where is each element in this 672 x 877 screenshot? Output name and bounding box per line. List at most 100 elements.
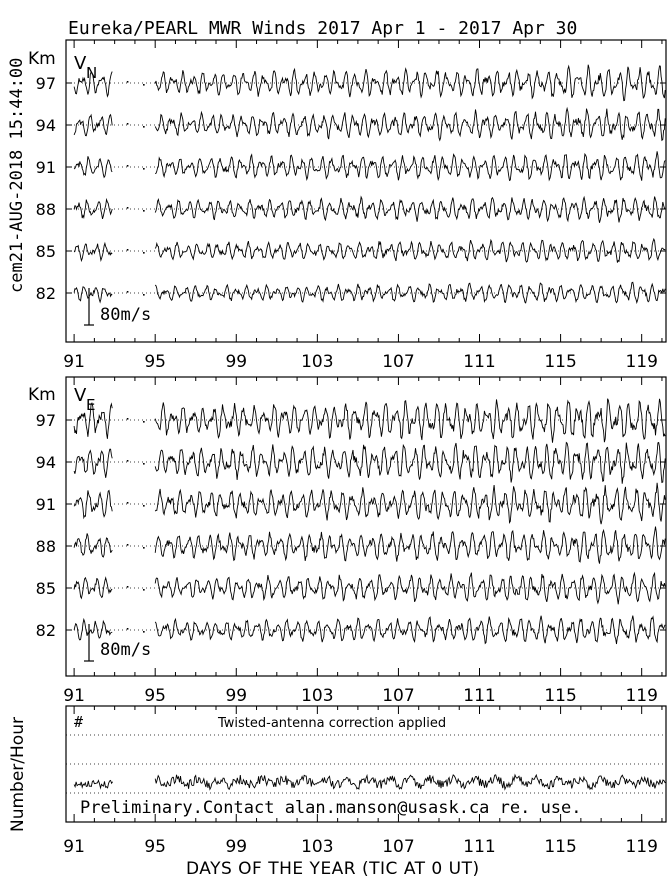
vn-trace-dot-85-0 [126,249,129,251]
ve-trace-dot-91-1 [143,505,145,507]
ve-trace-94-a [73,448,113,478]
vn-height-label-91: 91 [36,158,56,177]
xtick-label-2-99: 99 [225,837,247,857]
panel-vn-scale-label: 80m/s [100,305,151,325]
xtick-label-0-95: 95 [144,352,166,372]
panel-ve-unit: Km [28,385,56,405]
xtick-label-1-99: 99 [225,686,247,706]
ve-trace-dot-94-1 [143,463,145,465]
xtick-label-2-91: 91 [63,837,85,857]
xtick-label-1-119: 119 [625,686,657,706]
xtick-label-1-107: 107 [382,686,414,706]
xtick-label-2-119: 119 [625,837,657,857]
vn-trace-dot-85-1 [143,252,145,254]
ve-trace-97-b [154,398,666,443]
wind-traces [73,64,667,791]
panel-vn-component: V [74,53,87,74]
xtick-label-0-111: 111 [463,352,495,372]
ve-trace-91-a [73,489,113,520]
ve-trace-dot-91-0 [126,502,129,504]
vn-height-label-97: 97 [36,74,56,93]
vn-trace-94-b [154,106,666,142]
xtick-label-0-103: 103 [301,352,333,372]
count-panel-mark: # [74,713,83,731]
vn-trace-dot-94-0 [126,123,129,125]
ve-trace-82-b [154,615,666,645]
ve-trace-85-b [154,571,666,605]
count-trace-a [73,779,113,790]
xtick-label-2-115: 115 [544,837,576,857]
vn-height-label-88: 88 [36,200,56,219]
xtick-label-1-115: 115 [544,686,576,706]
xtick-label-2-107: 107 [382,837,414,857]
ve-height-label-85: 85 [36,579,56,598]
vn-trace-88-b [154,195,666,223]
xtick-label-2-111: 111 [463,837,495,857]
footer-contact: Preliminary.Contact alan.manson@usask.ca… [80,798,582,818]
vn-trace-dot-82-0 [126,291,129,293]
chart-title: Eureka/PEARL MWR Winds 2017 Apr 1 - 2017… [68,18,577,39]
xtick-label-1-103: 103 [301,686,333,706]
ve-height-label-97: 97 [36,411,56,430]
ve-trace-dot-85-0 [126,586,129,588]
count-panel-ylabel: Number/Hour [8,717,28,832]
ve-trace-82-a [73,617,113,641]
panel-ve-scale-label: 80m/s [100,640,151,660]
vn-height-label-85: 85 [36,242,56,261]
vn-trace-dot-97-0 [126,81,129,83]
panel-ve-component: V [74,385,87,406]
ve-trace-dot-85-1 [143,589,145,591]
vn-trace-dot-82-1 [143,294,145,296]
ve-trace-88-a [73,533,113,558]
ve-height-label-82: 82 [36,621,56,640]
vn-trace-dot-91-0 [126,165,129,167]
ve-height-label-91: 91 [36,495,56,514]
ve-trace-dot-97-1 [143,421,145,423]
axis-ticks: 97 94 91 88 85 82 97 94 91 88 85 82 91 95 99 103 107 111 1… [36,40,666,857]
vn-trace-dot-97-1 [143,84,145,86]
vn-trace-dot-88-0 [126,207,129,209]
vn-trace-88-a [73,197,113,220]
ve-trace-dot-88-0 [126,544,129,546]
vn-trace-91-b [154,151,666,182]
vn-trace-85-b [154,237,666,263]
xtick-label-2-103: 103 [301,837,333,857]
xtick-label-0-99: 99 [225,352,247,372]
timestamp-side-label: cem21-AUG-2018 15:44:00 [7,58,27,293]
ve-height-label-94: 94 [36,453,56,472]
vn-trace-dot-94-1 [143,126,145,128]
count-trace-b [154,773,667,791]
xtick-label-0-91: 91 [63,352,85,372]
ve-trace-dot-97-0 [126,418,129,420]
ve-trace-97-a [73,402,113,439]
ve-trace-dot-82-1 [143,631,145,633]
vn-trace-dot-91-1 [143,168,145,170]
xtick-label-1-91: 91 [63,686,85,706]
vn-height-label-94: 94 [36,116,56,135]
vn-trace-85-a [73,241,113,263]
ve-trace-91-b [154,482,666,525]
xtick-label-2-95: 95 [144,837,166,857]
xaxis-label: DAYS OF THE YEAR (TIC AT 0 UT) [186,859,480,877]
ve-trace-88-b [154,526,666,564]
vn-height-label-82: 82 [36,284,56,303]
vn-trace-94-a [73,113,113,137]
ve-height-label-88: 88 [36,537,56,556]
panel-ve-frame [65,376,667,677]
vn-trace-dot-88-1 [143,210,145,212]
panel-vn-unit: Km [28,49,56,69]
vn-trace-97-a [73,70,113,98]
ve-trace-94-b [154,441,666,484]
vn-trace-82-a [73,286,113,304]
ve-trace-85-a [73,576,113,600]
xtick-label-1-95: 95 [144,686,166,706]
vn-trace-82-b [154,281,666,305]
xtick-label-0-119: 119 [625,352,657,372]
ve-trace-dot-94-0 [126,460,129,462]
xtick-label-0-115: 115 [544,352,576,372]
xtick-label-0-107: 107 [382,352,414,372]
vn-trace-97-b [154,64,666,102]
panel-vn-frame [65,39,667,343]
correction-note: Twisted-antenna correction applied [217,716,446,731]
